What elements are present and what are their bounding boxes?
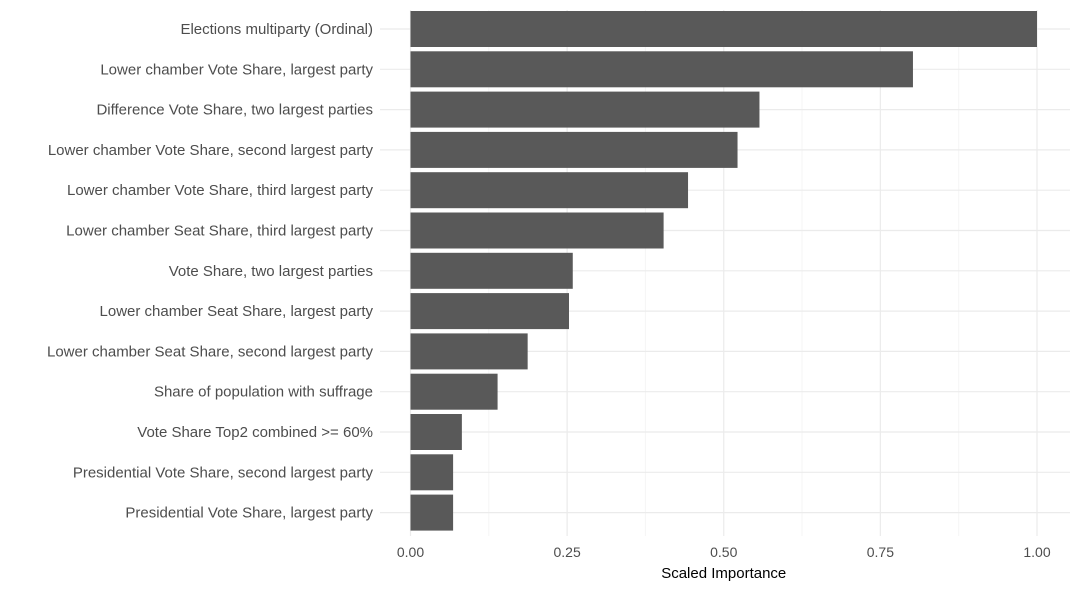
bar — [410, 252, 573, 289]
x-tick-label: 0.75 — [867, 544, 894, 560]
x-tick-label: 1.00 — [1023, 544, 1050, 560]
bar — [410, 373, 498, 410]
bar — [410, 212, 664, 249]
category-label: Lower chamber Seat Share, largest party — [100, 303, 374, 320]
x-tick-label: 0.50 — [710, 544, 737, 560]
bar — [410, 414, 462, 450]
x-tick-labels: 0.00 0.25 0.50 0.75 1.00 — [397, 544, 1051, 560]
category-label: Elections multiparty (Ordinal) — [180, 21, 373, 38]
category-label: Share of population with suffrage — [154, 384, 373, 401]
bar — [410, 333, 528, 370]
category-label: Difference Vote Share, two largest parti… — [96, 102, 373, 119]
category-labels: Elections multiparty (Ordinal) Lower cham… — [47, 21, 374, 522]
category-label: Lower chamber Vote Share, second largest… — [48, 142, 374, 159]
bar — [410, 51, 913, 88]
bar — [410, 454, 454, 491]
category-label: Presidential Vote Share, largest party — [125, 505, 373, 522]
category-label: Lower chamber Seat Share, third largest … — [66, 223, 373, 240]
x-tick-label: 0.25 — [554, 544, 581, 560]
category-label: Lower chamber Vote Share, largest party — [100, 61, 373, 78]
x-tick-label: 0.00 — [397, 544, 424, 560]
category-label: Vote Share Top2 combined >= 60% — [137, 424, 373, 441]
bar — [410, 293, 570, 330]
bar — [410, 131, 738, 168]
category-label: Lower chamber Vote Share, third largest … — [67, 182, 373, 199]
bar — [410, 494, 454, 531]
category-label: Presidential Vote Share, second largest … — [73, 464, 374, 481]
bar — [410, 172, 689, 209]
x-axis-title: Scaled Importance — [661, 565, 786, 582]
bars — [410, 11, 1037, 531]
category-label: Lower chamber Seat Share, second largest… — [47, 343, 374, 360]
category-label: Vote Share, two largest parties — [169, 263, 373, 280]
bar — [410, 11, 1037, 47]
bar — [410, 91, 760, 128]
